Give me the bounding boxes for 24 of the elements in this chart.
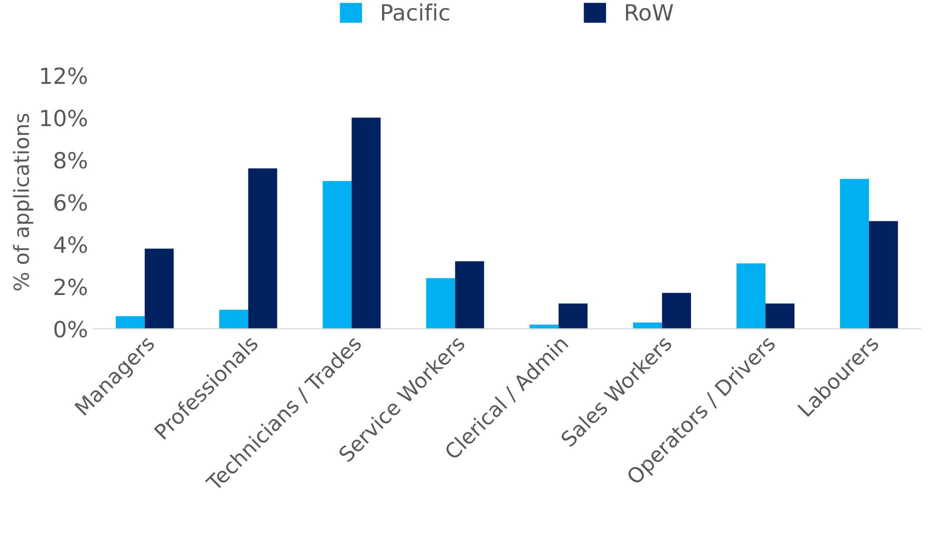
bar — [558, 303, 588, 329]
bar — [868, 221, 898, 329]
y-tick-label: 0% — [54, 320, 87, 338]
bar — [322, 181, 352, 329]
bar — [426, 278, 456, 329]
legend-label: Pacific — [382, 4, 450, 21]
bar — [116, 316, 145, 329]
legend-label: RoW — [626, 4, 674, 21]
bar — [248, 168, 278, 329]
y-tick-label: 2% — [54, 278, 87, 296]
y-tick-label: 8% — [54, 152, 87, 169]
bar — [219, 310, 248, 329]
y-tick-label: 12% — [41, 67, 87, 84]
bar — [455, 261, 484, 329]
bar — [840, 178, 869, 329]
bar — [766, 303, 794, 329]
y-tick-label: 10% — [41, 110, 87, 126]
bar — [736, 263, 766, 329]
y-tick-label: 4% — [54, 236, 87, 254]
y-tick-label: 6% — [54, 194, 87, 211]
bar — [144, 248, 174, 329]
bar — [662, 292, 692, 329]
bar — [352, 118, 381, 329]
y-axis-title: % of applications — [13, 114, 34, 290]
